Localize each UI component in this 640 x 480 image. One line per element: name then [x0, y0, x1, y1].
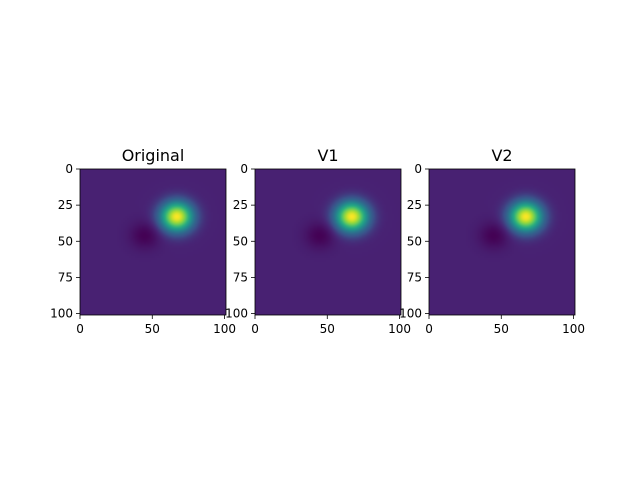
y-tick-label: 0 [65, 162, 73, 176]
y-tick-label: 25 [407, 198, 422, 212]
y-tick-label: 100 [50, 307, 73, 321]
axes-frame [254, 168, 402, 316]
y-tick-label: 25 [233, 198, 248, 212]
x-tick-label: 100 [562, 322, 585, 336]
axes-frame [428, 168, 576, 316]
x-tick-label: 50 [494, 322, 509, 336]
heatmap-image [80, 169, 226, 315]
x-tick-label: 100 [213, 322, 236, 336]
x-tick-label: 0 [251, 322, 259, 336]
panel-title: Original [122, 146, 185, 165]
y-tick-label: 50 [58, 234, 73, 248]
y-tick-label: 100 [399, 307, 422, 321]
axes-frame [79, 168, 227, 316]
heatmap-image [255, 169, 401, 315]
heatmap-image [429, 169, 575, 315]
y-tick-label: 0 [240, 162, 248, 176]
x-tick-label: 100 [388, 322, 411, 336]
y-tick-label: 50 [407, 234, 422, 248]
y-tick-label: 75 [233, 270, 248, 284]
x-tick-label: 50 [320, 322, 335, 336]
y-tick-label: 0 [414, 162, 422, 176]
x-tick-label: 50 [145, 322, 160, 336]
y-tick-label: 75 [58, 270, 73, 284]
y-tick-label: 100 [225, 307, 248, 321]
panel-title: V2 [491, 146, 512, 165]
y-tick-label: 75 [407, 270, 422, 284]
x-tick-label: 0 [425, 322, 433, 336]
y-tick-label: 25 [58, 198, 73, 212]
panel-title: V1 [317, 146, 338, 165]
x-tick-label: 0 [76, 322, 84, 336]
y-tick-label: 50 [233, 234, 248, 248]
